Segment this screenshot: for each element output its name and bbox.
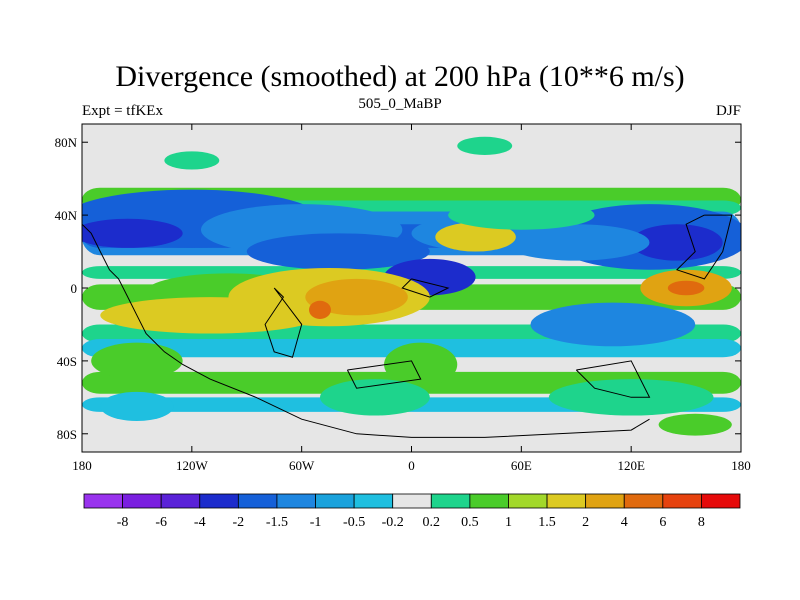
colorbar-label: -8 — [117, 515, 129, 530]
x-tick-label: 180 — [731, 458, 751, 473]
colorbar-label: 0.5 — [461, 515, 479, 530]
contour-patch-17 — [530, 302, 696, 347]
x-tick-label: 60W — [289, 458, 315, 473]
contour-patch-12 — [305, 278, 408, 316]
contour-patch-18 — [91, 342, 183, 380]
coastline-2 — [346, 360, 422, 389]
y-tick-label: 80S — [57, 427, 77, 442]
colorbar-label: 8 — [698, 515, 705, 530]
contour-patch-8 — [503, 224, 650, 261]
contour-patch-22 — [658, 413, 732, 436]
contour-patch-25 — [164, 151, 220, 170]
colorbar-swatch-1 — [122, 493, 162, 509]
contour-patch-13 — [308, 300, 331, 319]
contour-patch-24 — [448, 200, 595, 230]
contour-patch-14 — [435, 222, 516, 252]
colorbar-swatch-12 — [546, 493, 587, 509]
colorbar-label: 4 — [621, 515, 628, 530]
colorbar-swatch-7 — [353, 493, 394, 509]
x-tick-label: 180 — [72, 458, 92, 473]
y-tick-label: 40N — [55, 208, 78, 223]
season-label: DJF — [715, 103, 741, 119]
colorbar-label: 2 — [582, 515, 589, 530]
chart-subtitle: 505_0_MaBP — [358, 96, 442, 112]
colorbar-swatch-10 — [469, 493, 509, 509]
coastline-0 — [82, 223, 650, 438]
contour-patch-1 — [82, 218, 183, 248]
colorbar-label: 0.2 — [423, 515, 441, 530]
experiment-label: Expt = tfKEx — [82, 103, 163, 119]
colorbar-label: -0.2 — [382, 515, 404, 530]
colorbar-swatch-13 — [585, 493, 625, 509]
colorbar-swatch-8 — [392, 493, 432, 509]
colorbar-label: -4 — [194, 515, 206, 530]
colorbar-swatch-0 — [83, 493, 123, 509]
colorbar-swatch-11 — [508, 493, 548, 509]
colorbar-swatch-6 — [315, 493, 355, 509]
x-tick-label: 120W — [176, 458, 209, 473]
colorbar-swatch-15 — [662, 493, 702, 509]
contour-patch-3 — [246, 233, 430, 270]
contour-fill-group — [82, 136, 741, 438]
colorbar-swatch-14 — [623, 493, 664, 509]
x-tick-label: 60E — [511, 458, 532, 473]
coastline-1 — [264, 287, 303, 358]
y-tick-label: 80N — [55, 135, 78, 150]
coastline-4 — [675, 214, 733, 280]
chart-title: Divergence (smoothed) at 200 hPa (10**6 … — [115, 60, 685, 93]
y-tick-label: 40S — [57, 354, 77, 369]
colorbar-swatch-4 — [237, 493, 278, 509]
contour-patch-26 — [457, 136, 513, 155]
y-tick-label: 0 — [71, 281, 78, 296]
contour-patch-7 — [631, 224, 723, 261]
colorbar-swatch-16 — [701, 493, 741, 509]
colorbar-swatch-9 — [430, 493, 471, 509]
x-tick-label: 0 — [408, 458, 415, 473]
colorbar-label: -1.5 — [266, 515, 288, 530]
colorbar-label: -0.5 — [343, 515, 365, 530]
coastline-3 — [575, 360, 651, 398]
colorbar-label: 6 — [659, 515, 666, 530]
colorbar-label: -1 — [310, 515, 322, 530]
colorbar-label: 1 — [505, 515, 512, 530]
contour-patch-19 — [384, 342, 458, 387]
x-tick-label: 120E — [617, 458, 645, 473]
colorbar-label: -2 — [233, 515, 245, 530]
colorbar-label: 1.5 — [538, 515, 556, 530]
colorbar-swatch-5 — [276, 493, 316, 509]
contour-patch-16 — [667, 280, 705, 296]
contour-patch-20 — [319, 379, 430, 416]
colorbar-swatch-3 — [199, 493, 239, 509]
colorbar-swatch-2 — [160, 493, 201, 509]
contour-patch-23 — [100, 391, 174, 422]
colorbar-label: -6 — [155, 515, 167, 530]
coastline-5 — [401, 278, 450, 298]
